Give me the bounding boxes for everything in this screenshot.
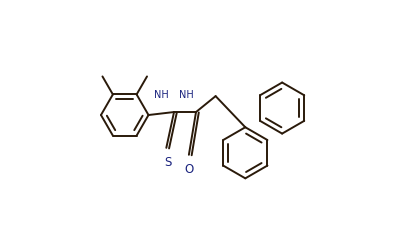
Text: O: O [184,163,194,176]
Text: S: S [164,156,172,169]
Text: NH: NH [179,90,193,100]
Text: NH: NH [154,90,169,100]
